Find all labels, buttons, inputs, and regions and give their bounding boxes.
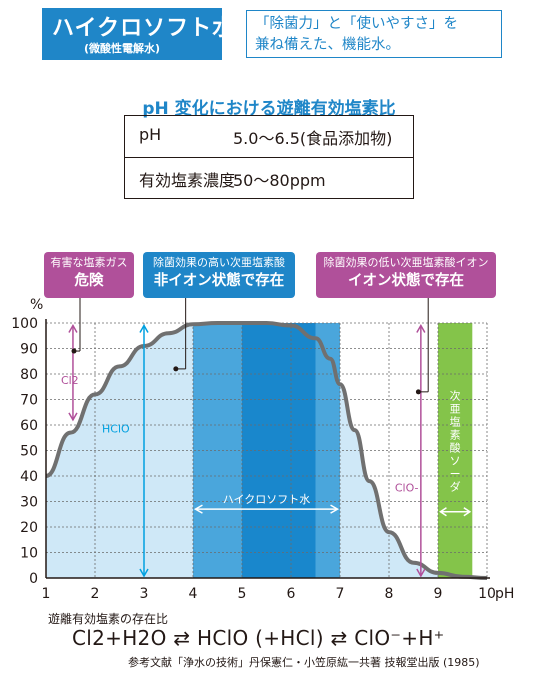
chart-axes [45,319,490,579]
x-tick-label: 6 [287,586,296,602]
x-tick-label: 7 [336,586,345,602]
curve-path [45,321,488,580]
product-subtitle: (微酸性電解水) [84,42,161,55]
cl2-arrow-head-down [68,412,78,422]
spec-table: pH 5.0〜6.5(食品添加物) 有効塩素濃度 50〜80ppm [124,115,414,199]
hclo-label: HClO [102,423,130,436]
y-tick-label: 50 [20,444,38,460]
x-tick-label: 4 [189,586,198,602]
tagline-line-2: 兼ね備えた、機能水。 [255,37,400,53]
x-axis-unit: pH [495,586,514,602]
hclo-arrow-head-down [139,568,149,578]
callout-clo-line1: 除菌効果の低い次亜塩素酸イオン [323,256,489,269]
callout-danger-line2: 危険 [74,273,104,289]
soda-char: 酸 [450,441,461,455]
soda-char: 塩 [450,415,461,429]
soda-char: 亜 [450,403,461,416]
hclo-dot [173,366,179,372]
chart-ticks: 0 10 20 30 40 50 60 70 80 90 100 1 2 3 4 5 6 7 8 9 10% pH [11,297,514,602]
row-value: 5.0〜6.5(食品添加物) [233,129,393,148]
soda-char: ー [450,468,461,481]
chemical-equation: Cl2+H2O ⇄ HClO (+HCl) ⇄ ClO⁻+H⁺ [72,626,445,650]
row-label: pH [139,125,162,144]
soda-char: 次 [450,389,461,403]
table-row: pH 5.0〜6.5(食品添加物) [125,116,413,157]
callout-danger-line1: 有害な塩素ガス [50,256,128,269]
y-tick-label: 60 [20,418,38,434]
clo-dot [415,389,421,395]
soda-arrow-right [463,507,472,517]
y-tick-label: 100 [11,316,38,332]
y-tick-label: 30 [20,495,38,511]
y-tick-label: 10 [20,546,38,562]
table-divider [125,157,413,158]
x-tick-label: 8 [385,586,394,602]
x-tick-label: 10 [478,586,496,602]
callout-clo-line2: イオン状態で存在 [348,273,464,289]
callout-clo: 除菌効果の低い次亜塩素酸イオン イオン状態で存在 [316,252,496,298]
x-tick-label: 9 [434,586,443,602]
y-axis-unit: % [30,297,43,313]
range-arrow-right [330,504,340,514]
table-title: pH 変化における遊離有効塩素比 [142,99,396,119]
x-tick-label: 5 [238,586,247,602]
clo-arrow-head-up [416,324,426,333]
row-value: 50〜80ppm [233,171,326,190]
tagline-line-1: 「除菌力」と「使いやすさ」を [255,16,458,32]
table-row: 有効塩素濃度 50〜80ppm [125,158,413,199]
x-tick-label: 1 [42,586,51,602]
range-arrow-left [193,504,203,514]
hclo-arrow-head-up [139,324,149,333]
callout-hclo-line2: 非イオン状態で存在 [153,273,285,289]
soda-arrow-left [439,507,447,517]
callout-danger: 有害な塩素ガス 危険 [44,252,134,298]
y-tick-label: 0 [29,571,38,587]
y-tick-label: 80 [20,367,38,383]
clo-label: ClO- [395,481,419,494]
soda-char: ソ [450,455,461,468]
cl2-dot [71,348,77,354]
y-tick-label: 40 [20,469,38,485]
soda-char: 素 [450,429,461,442]
y-tick-label: 90 [20,342,38,358]
callout-hclo-line1: 除菌効果の高い次亜塩素酸 [153,256,285,269]
header-banner [42,8,222,60]
cl2-arrow-head-up [68,324,78,333]
band-0 [193,323,242,578]
x-tick-label: 2 [91,586,100,602]
callout-hclo: 除菌効果の高い次亜塩素酸 非イオン状態で存在 [143,252,295,298]
y-tick-label: 20 [20,520,38,536]
clo-arrow-head-down [416,568,426,578]
y-tick-label: 70 [20,393,38,409]
tagline-box: 「除菌力」と「使いやすさ」を 兼ね備えた、機能水。 [246,10,502,58]
reference-text: 参考文献「浄水の技術」丹保憲仁・小笠原紘一共著 技報堂出版 (1985) [128,656,480,669]
row-label: 有効塩素濃度 [139,171,236,190]
product-title: ハイクロソフト水 [52,16,236,41]
cl2-label: Cl2 [61,374,79,387]
soda-char: ダ [450,480,461,494]
chart-caption: 遊離有効塩素の存在比 [48,612,169,626]
range-label: ハイクロソフト水 [223,493,311,506]
x-tick-label: 3 [140,586,149,602]
curve-line [45,321,488,580]
